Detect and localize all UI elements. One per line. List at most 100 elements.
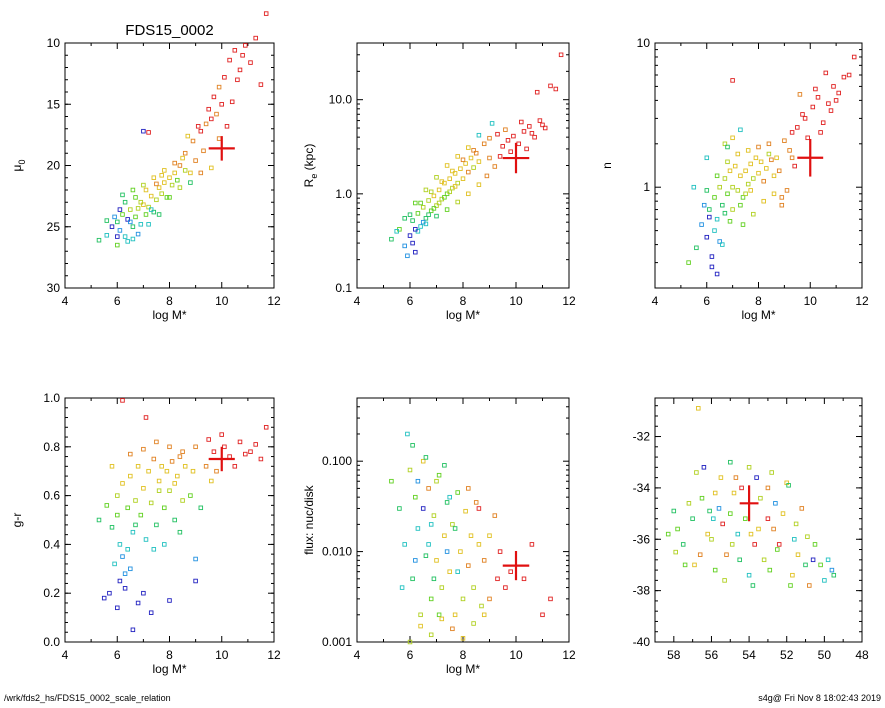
- y-tick-label: 0.6: [43, 489, 60, 503]
- data-point: [167, 444, 172, 450]
- data-point: [471, 148, 476, 153]
- footer-path: /wrk/fds2_hs/FDS15_0002_scale_relation: [4, 693, 171, 703]
- x-axis-label: log M*: [152, 308, 186, 322]
- data-point: [115, 234, 120, 239]
- y-tick-label: 10.0: [329, 93, 353, 107]
- data-point: [717, 239, 722, 244]
- data-point: [418, 224, 423, 229]
- data-point: [253, 442, 258, 447]
- data-point: [712, 228, 717, 233]
- data-point: [452, 171, 458, 176]
- data-point: [442, 195, 447, 200]
- data-point: [675, 526, 680, 532]
- data-point: [185, 133, 191, 139]
- data-point: [748, 161, 753, 167]
- y-tick-label: -32: [633, 430, 651, 444]
- data-point: [800, 112, 805, 117]
- data-point: [466, 191, 471, 197]
- y-axis-label-suffix: (kpc): [302, 144, 316, 174]
- y-tick-label: 15: [47, 97, 61, 111]
- data-point: [810, 557, 816, 563]
- data-point: [130, 187, 136, 193]
- data-point: [439, 616, 445, 622]
- data-point: [423, 553, 429, 558]
- data-point: [767, 567, 773, 573]
- data-point: [156, 478, 162, 484]
- data-point: [497, 154, 503, 159]
- data-point: [484, 173, 490, 179]
- y-axis-label-main: g-r: [10, 513, 24, 528]
- data-point: [402, 243, 407, 249]
- data-point: [258, 82, 264, 87]
- data-point: [112, 214, 117, 220]
- data-point: [130, 529, 136, 535]
- y-axis-label-sub: 0: [17, 160, 27, 165]
- data-point: [479, 603, 484, 609]
- data-point: [725, 144, 730, 150]
- data-point: [436, 612, 442, 618]
- data-point: [730, 207, 735, 212]
- data-point: [133, 214, 138, 220]
- data-point: [766, 141, 772, 147]
- data-point: [442, 463, 447, 468]
- data-point: [789, 155, 795, 161]
- data-point: [730, 184, 735, 190]
- data-point: [718, 475, 724, 480]
- y-tick-label: 10: [637, 36, 651, 50]
- data-point: [154, 181, 159, 187]
- panel-gr-vs-logm: 4 6 8 10 12 0.0 0.2 0.4 0.6 0.8 1.0 log M* g-r: [10, 391, 281, 676]
- data-point: [434, 175, 439, 180]
- data-point: [773, 501, 778, 506]
- data-point: [508, 149, 513, 154]
- data-point: [431, 206, 437, 211]
- x-tick-label: 8: [166, 648, 173, 662]
- data-point: [206, 437, 211, 442]
- data-point: [135, 464, 141, 469]
- y-tick-label: 0.1: [335, 281, 352, 295]
- data-point: [788, 583, 793, 588]
- data-point: [699, 495, 705, 501]
- data-point: [527, 124, 532, 129]
- x-tick-label: 52: [780, 648, 794, 662]
- y-axis-label-main: flux: nuc/disk: [302, 484, 316, 554]
- x-tick-label: 48: [855, 648, 869, 662]
- data-point: [125, 239, 130, 244]
- data-point: [201, 148, 206, 154]
- y-tick-label: -34: [633, 481, 651, 495]
- data-point: [159, 191, 164, 196]
- data-point: [519, 119, 524, 125]
- data-point: [413, 558, 418, 563]
- data-point: [765, 485, 771, 491]
- data-point: [138, 222, 144, 227]
- data-point: [761, 198, 766, 204]
- data-point: [487, 533, 492, 538]
- data-point: [177, 163, 183, 168]
- data-point: [420, 506, 426, 511]
- data-point: [177, 529, 183, 535]
- data-point: [442, 533, 447, 538]
- panel-n-vs-logm: 4 6 8 10 12 1 10 log M* n: [600, 36, 869, 322]
- data-point: [138, 512, 144, 518]
- data-point: [769, 157, 774, 163]
- data-point: [503, 585, 508, 590]
- data-point: [460, 596, 466, 602]
- data-point: [690, 516, 695, 521]
- data-point: [413, 249, 418, 255]
- x-tick-label: 8: [460, 648, 467, 662]
- data-point: [487, 596, 492, 602]
- data-point: [831, 84, 836, 89]
- data-point: [779, 202, 785, 208]
- data-point: [407, 639, 413, 645]
- data-point: [771, 173, 777, 179]
- y-tick-label: 0.001: [322, 635, 352, 649]
- data-point: [211, 94, 217, 100]
- data-point: [423, 216, 429, 221]
- data-point: [751, 211, 756, 217]
- x-tick-label: 12: [855, 294, 869, 308]
- data-point: [716, 506, 722, 511]
- data-point: [447, 494, 452, 500]
- data-point: [112, 561, 117, 567]
- data-point: [746, 572, 752, 578]
- data-point: [426, 486, 431, 491]
- panel-flux-vs-logm: 4 6 8 10 12 0.001 0.010 0.100 log M* flux: nuc/di…: [302, 397, 576, 676]
